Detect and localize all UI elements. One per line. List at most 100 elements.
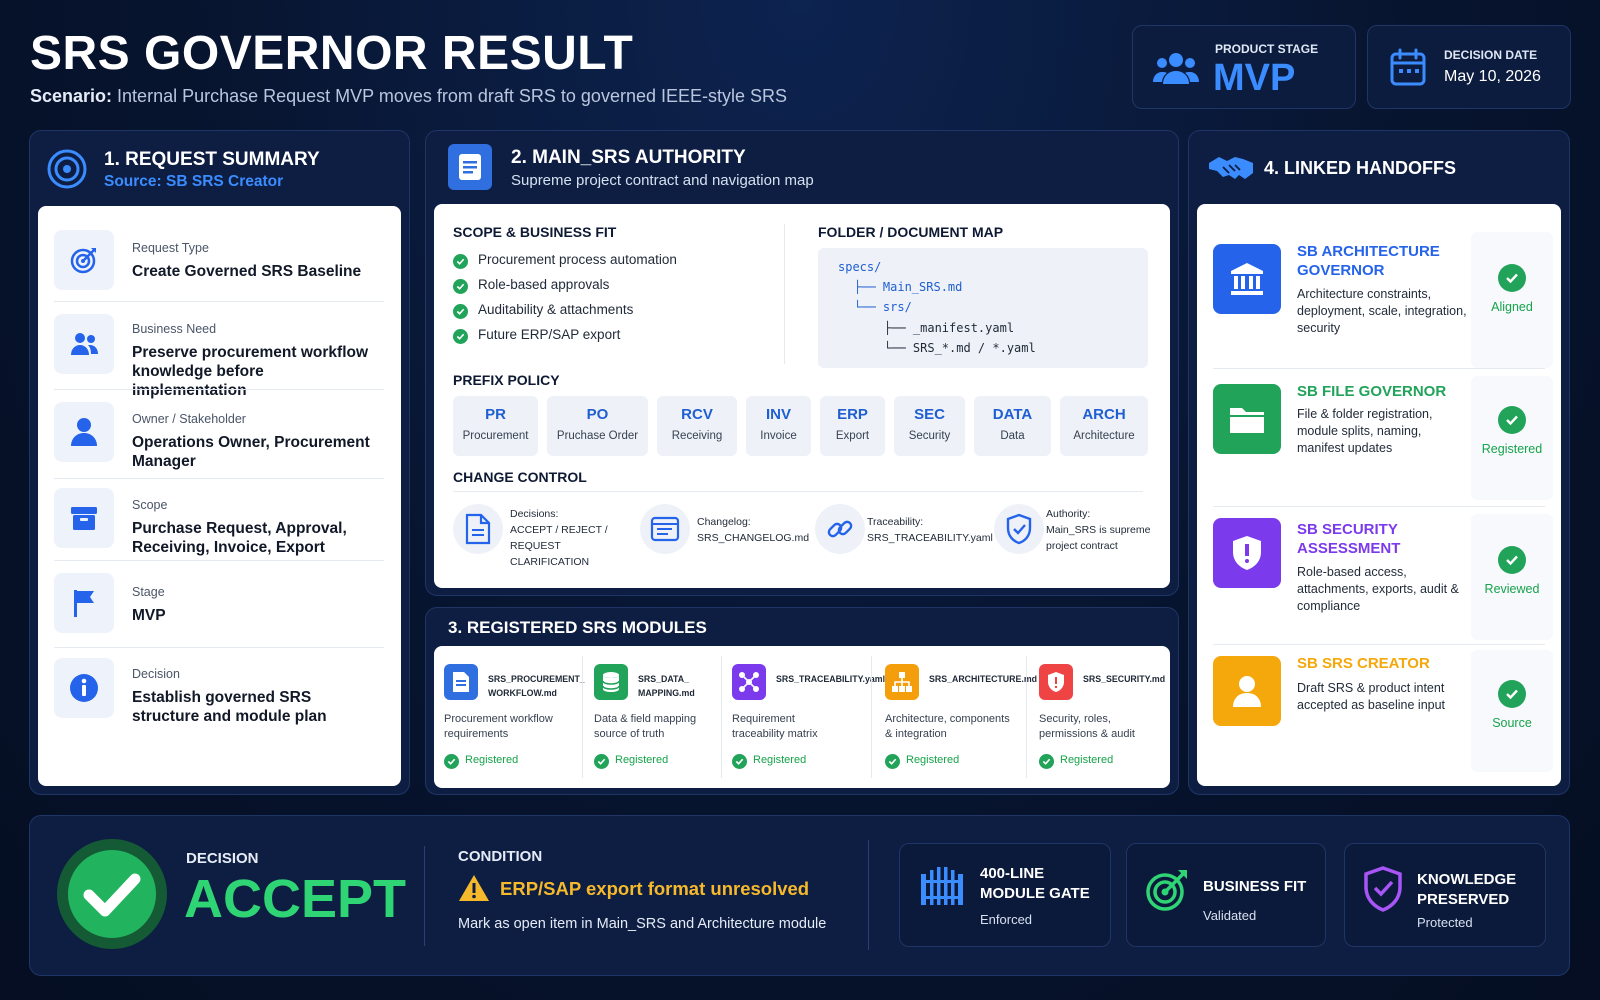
scope-item: Procurement process automation [453, 252, 677, 277]
summary-value: Operations Owner, Procurement Manager [132, 434, 370, 470]
scenario-text: Internal Purchase Request MVP moves from… [117, 86, 788, 106]
prefix-heading: PREFIX POLICY [453, 372, 560, 388]
summary-value: Preserve procurement workflow knowledge … [132, 344, 369, 399]
handoff-desc: File & folder registration, module split… [1297, 407, 1433, 455]
request-summary-panel: 1. REQUEST SUMMARY Source: SB SRS Creato… [29, 130, 410, 795]
srs-modules-title: 3. REGISTERED SRS MODULES [448, 618, 707, 637]
divider [1213, 506, 1545, 507]
module-card[interactable]: SRS_DATA_ MAPPING.md Data & field mapping… [584, 646, 719, 788]
check-icon [1498, 264, 1526, 292]
users-icon [54, 314, 114, 374]
accept-check-icon [56, 838, 168, 955]
decision-label: DECISION [186, 850, 259, 867]
module-desc: Requirement traceability matrix [732, 713, 818, 740]
module-file: SRS_TRACEABILITY.yaml [776, 674, 886, 684]
gate-title: 400-LINE MODULE GATE [980, 865, 1090, 902]
request-summary-body: Request Type Create Governed SRS Baselin… [38, 206, 401, 786]
divider [54, 301, 384, 302]
info-icon [54, 658, 114, 718]
decision-date-value: May 10, 2026 [1444, 68, 1541, 85]
gate-icon [920, 866, 964, 911]
shield-check-icon [994, 504, 1044, 554]
target-icon [1145, 868, 1189, 917]
module-status: Registered [1039, 754, 1113, 769]
divider [582, 656, 583, 778]
linked-handoffs-panel: 4. LINKED HANDOFFS SB ARCHITECTURE GOVER… [1188, 130, 1570, 795]
gate-status: Protected [1417, 915, 1473, 930]
shield-check-icon [1363, 866, 1403, 917]
change-item-decisions: Decisions: ACCEPT / REJECT / REQUEST CLA… [453, 502, 633, 568]
folder-line: ├── Main_SRS.md [854, 280, 963, 294]
summary-label: Decision [132, 667, 180, 681]
document-icon [448, 144, 492, 190]
check-icon [594, 754, 609, 769]
folder-heading: FOLDER / DOCUMENT MAP [818, 224, 1004, 240]
handoff-title: SB FILE GOVERNOR [1297, 383, 1447, 400]
scope-item: Role-based approvals [453, 277, 677, 302]
divider [1213, 368, 1545, 369]
check-icon [453, 304, 468, 319]
divider [871, 656, 872, 778]
handoff-architecture-governor[interactable]: SB ARCHITECTURE GOVERNOR Architecture co… [1213, 232, 1553, 372]
divider [54, 647, 384, 648]
module-card[interactable]: SRS_SECURITY.md Security, roles, permissi… [1029, 646, 1169, 788]
module-card[interactable]: SRS_PROCUREMENT_ WORKFLOW.md Procurement … [434, 646, 585, 788]
module-desc: Procurement workflow requirements [444, 713, 553, 740]
module-status: Registered [444, 754, 518, 769]
folder-map: specs/ ├── Main_SRS.md └── srs/ ├── _man… [818, 248, 1148, 368]
request-summary-title: 1. REQUEST SUMMARY [104, 149, 320, 170]
module-gate-card: 400-LINE MODULE GATE Enforced [899, 843, 1111, 947]
folder-line: ├── _manifest.yaml [884, 321, 1015, 335]
folder-line: └── srs/ [854, 300, 912, 314]
page-title: SRS GOVERNOR RESULT [30, 27, 634, 80]
prefix-chip: ERP Export [820, 396, 885, 456]
module-card[interactable]: SRS_ARCHITECTURE.md Architecture, compon… [875, 646, 1037, 788]
decision-date-label: DECISION DATE [1444, 48, 1538, 62]
handoff-status: Source [1471, 650, 1553, 772]
module-file: SRS_DATA_ MAPPING.md [638, 674, 695, 698]
handshake-icon [1207, 153, 1255, 190]
prefix-chip: SEC Security [894, 396, 965, 456]
summary-row-request-type: Request Type Create Governed SRS Baselin… [54, 230, 384, 292]
summary-value: Purchase Request, Approval, Receiving, I… [132, 520, 347, 556]
hierarchy-icon [885, 664, 919, 700]
module-file: SRS_PROCUREMENT_ WORKFLOW.md [488, 674, 585, 698]
module-file: SRS_SECURITY.md [1083, 674, 1166, 684]
check-icon [453, 254, 468, 269]
scenario-label: Scenario: [30, 86, 113, 106]
module-status: Registered [885, 754, 959, 769]
product-stage-value: MVP [1213, 57, 1296, 99]
gate-title: BUSINESS FIT [1203, 878, 1307, 895]
divider [424, 846, 425, 946]
check-icon [1498, 680, 1526, 708]
scope-heading: SCOPE & BUSINESS FIT [453, 224, 617, 240]
prefix-chip: PR Procurement [453, 396, 538, 456]
handoff-security-assessment[interactable]: SB SECURITY ASSESSMENT Role-based access… [1213, 514, 1553, 644]
condition-note: Mark as open item in Main_SRS and Archit… [458, 916, 827, 932]
prefix-policy: PR Procurement PO Pruchase Order RCV Receiv… [453, 396, 1153, 456]
check-icon [1498, 406, 1526, 434]
gate-status: Validated [1203, 908, 1257, 923]
summary-row-owner: Owner / Stakeholder Operations Owner, Pr… [54, 402, 384, 470]
handoff-file-governor[interactable]: SB FILE GOVERNOR File & folder registrat… [1213, 376, 1553, 502]
user-icon [1213, 656, 1281, 726]
handoff-srs-creator[interactable]: SB SRS CREATOR Draft SRS & product inten… [1213, 650, 1553, 774]
scope-item: Auditability & attachments [453, 302, 677, 327]
archive-icon [54, 488, 114, 548]
module-desc: Security, roles, permissions & audit [1039, 713, 1135, 740]
main-srs-subtitle: Supreme project contract and navigation … [511, 172, 814, 189]
summary-row-business-need: Business Need Preserve procurement workf… [54, 314, 384, 399]
handoff-title: SB SECURITY ASSESSMENT [1297, 521, 1401, 557]
change-control-heading: CHANGE CONTROL [453, 469, 587, 485]
bank-icon [1213, 244, 1281, 314]
summary-value: Establish governed SRS structure and mod… [132, 689, 327, 725]
srs-modules-body: SRS_PROCUREMENT_ WORKFLOW.md Procurement … [434, 646, 1170, 788]
check-icon [444, 754, 459, 769]
module-card[interactable]: SRS_TRACEABILITY.yaml Requirement traceab… [722, 646, 885, 788]
divider [868, 840, 869, 950]
handoff-status: Registered [1471, 376, 1553, 500]
scope-item: Future ERP/SAP export [453, 327, 677, 352]
handoff-desc: Role-based access, attachments, exports,… [1297, 565, 1459, 613]
summary-label: Owner / Stakeholder [132, 412, 246, 426]
calendar-icon [1390, 48, 1426, 91]
